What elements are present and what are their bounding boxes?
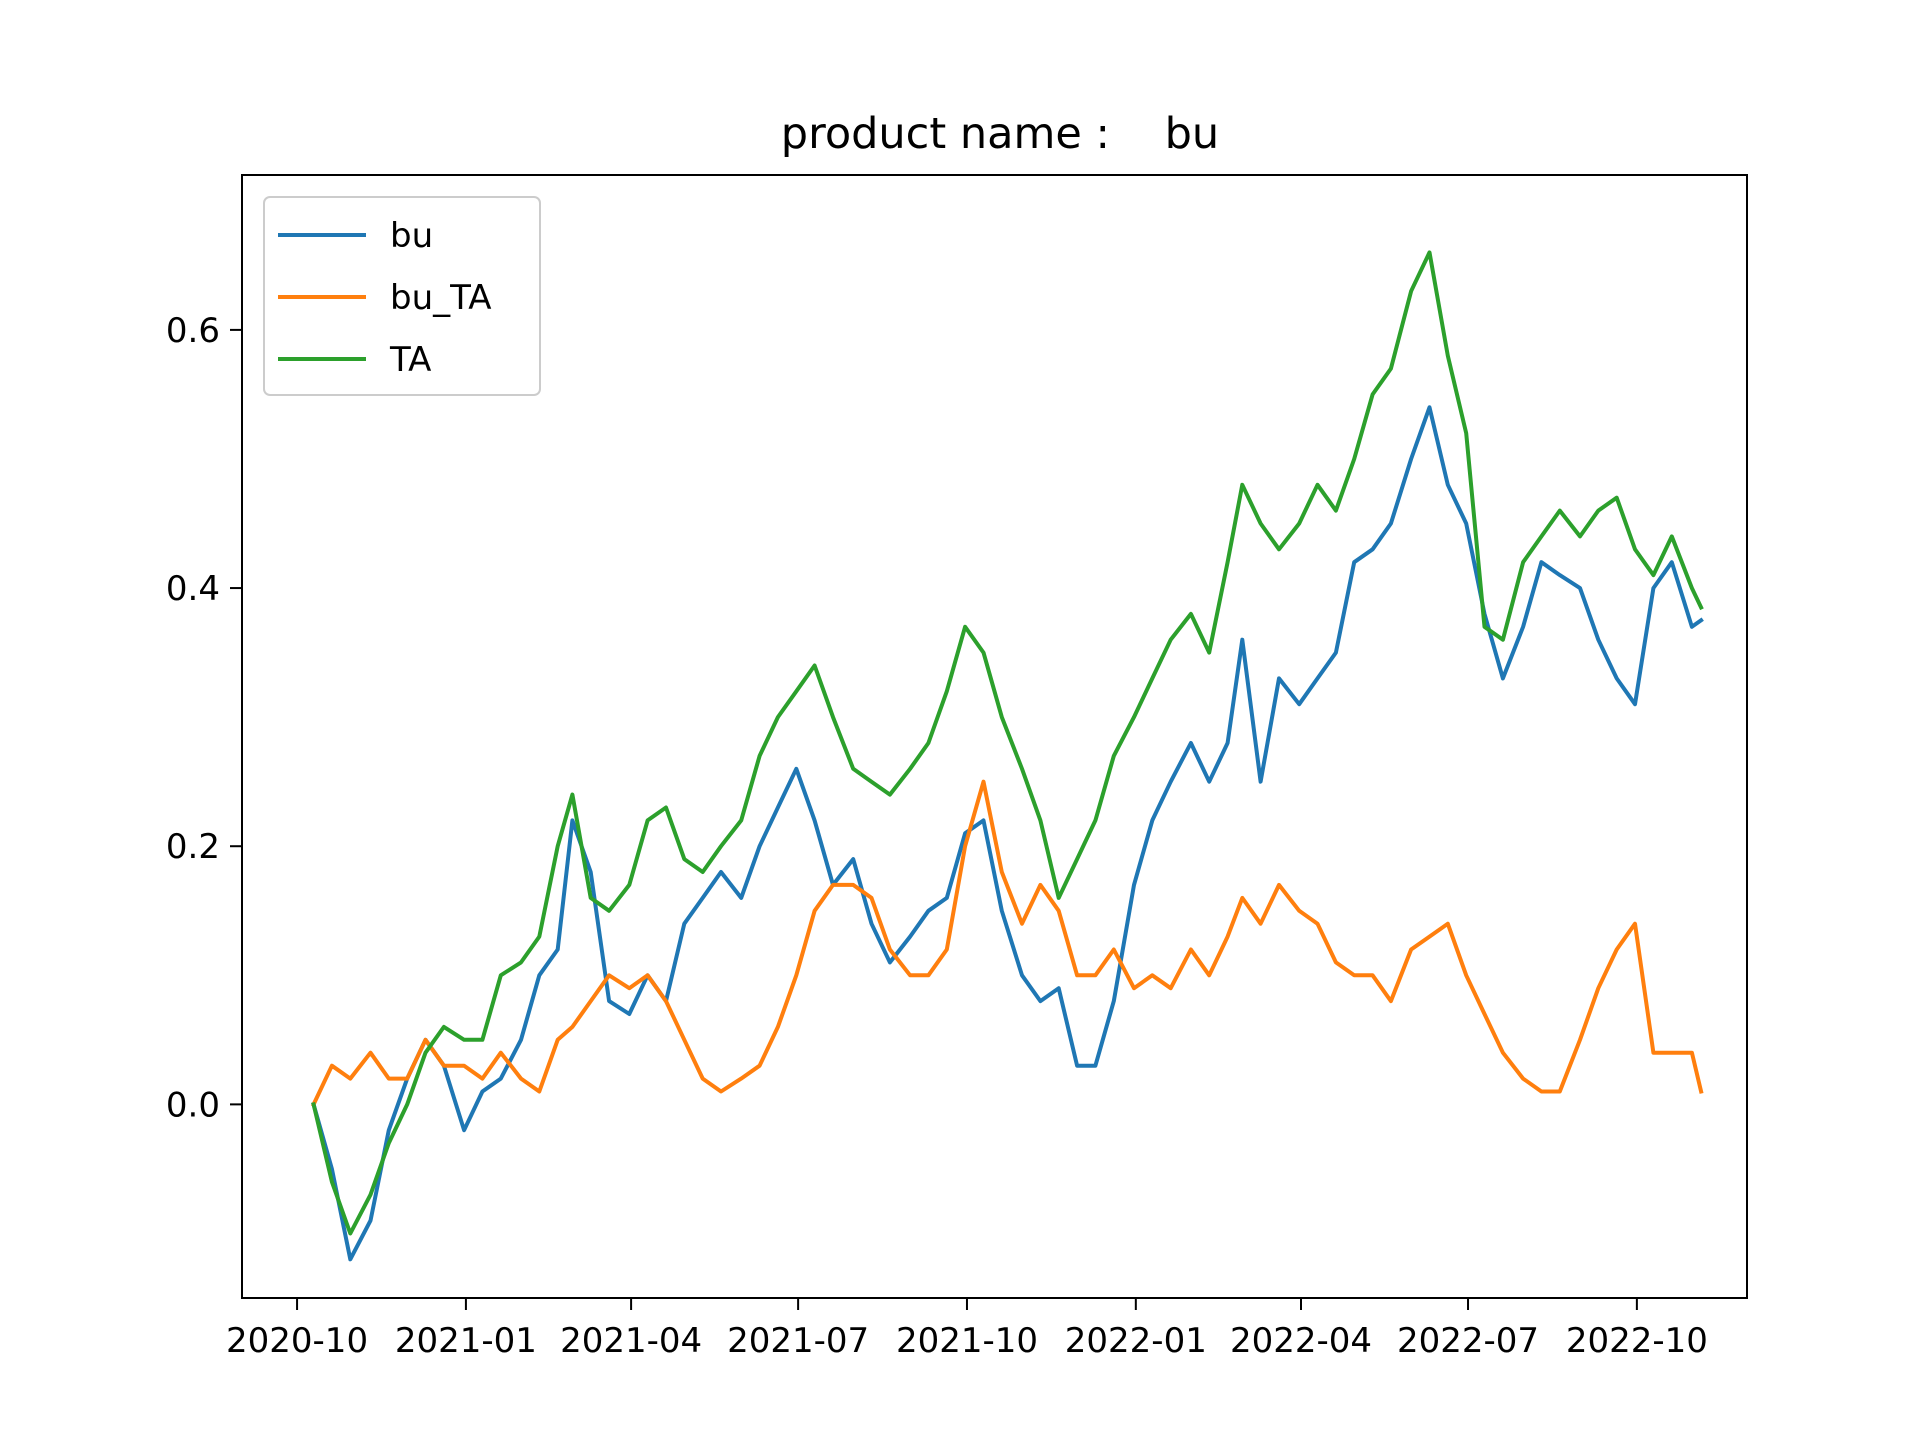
legend: bu bu_TA TA — [263, 196, 541, 396]
x-tick-label: 2022-07 — [1397, 1321, 1539, 1361]
legend-label: TA — [389, 340, 431, 380]
y-tick-label: 0.0 — [166, 1085, 220, 1125]
legend-label: bu_TA — [390, 278, 492, 318]
x-tick-label: 2021-04 — [560, 1321, 702, 1361]
x-tick-label: 2021-01 — [395, 1321, 537, 1361]
legend-label: bu — [390, 216, 433, 256]
x-tick-label: 2022-01 — [1065, 1321, 1207, 1361]
x-tick-label: 2020-10 — [226, 1321, 368, 1361]
series-line-ta — [311, 250, 1704, 1236]
series-line-bu — [311, 405, 1704, 1262]
x-tick-label: 2022-04 — [1230, 1321, 1372, 1361]
y-tick-label: 0.2 — [166, 827, 220, 867]
x-axis: 2020-10 2021-01 2021-04 2021-07 2021-10 2022-… — [226, 1298, 1708, 1361]
series-lines — [310, 250, 1704, 1262]
y-tick-label: 0.4 — [166, 569, 220, 609]
legend-box — [263, 196, 541, 396]
x-tick-label: 2022-10 — [1566, 1321, 1708, 1361]
x-tick-label: 2021-07 — [727, 1321, 869, 1361]
plot-area-frame — [241, 174, 1748, 1299]
y-tick-label: 0.6 — [166, 311, 220, 351]
y-axis: 0.0 0.2 0.4 0.6 — [166, 311, 242, 1125]
series-line-bu-ta — [310, 779, 1704, 1108]
chart-title: product name : bu — [781, 109, 1219, 159]
x-tick-label: 2021-10 — [896, 1321, 1038, 1361]
